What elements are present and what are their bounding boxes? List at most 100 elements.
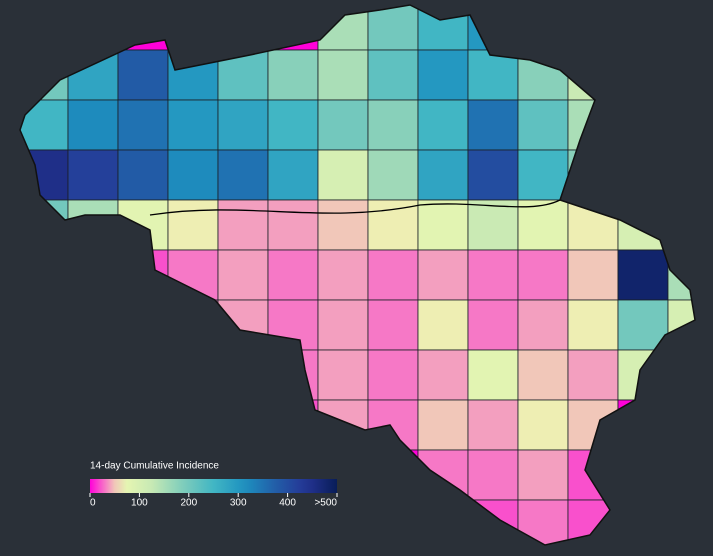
municipality [317, 149, 369, 201]
legend-bar [90, 479, 337, 493]
municipality [667, 99, 695, 151]
municipality [67, 249, 119, 301]
municipality [417, 99, 469, 151]
municipality [367, 299, 419, 351]
municipality [417, 499, 469, 545]
municipality [267, 149, 319, 201]
municipality [517, 149, 569, 201]
municipality [417, 349, 469, 401]
municipality [217, 199, 269, 251]
legend-tick-label: 100 [131, 498, 148, 509]
municipality [567, 349, 619, 401]
municipality [20, 399, 69, 451]
municipality [167, 249, 219, 301]
municipality [517, 5, 569, 51]
municipality [217, 99, 269, 151]
municipality [117, 349, 169, 401]
municipality [217, 5, 269, 51]
municipality [67, 199, 119, 251]
municipality [367, 249, 419, 301]
municipality [20, 499, 69, 545]
municipality [117, 149, 169, 201]
municipality [517, 249, 569, 301]
municipality [317, 99, 369, 151]
municipality [367, 399, 419, 451]
municipality [67, 99, 119, 151]
municipality [617, 399, 669, 451]
municipality [20, 5, 69, 51]
municipality [617, 5, 669, 51]
municipality [517, 349, 569, 401]
municipality [617, 499, 669, 545]
municipality [267, 199, 319, 251]
municipality [517, 399, 569, 451]
municipality [467, 349, 519, 401]
municipality [467, 299, 519, 351]
municipality [367, 49, 419, 101]
legend-tick-label: 400 [279, 498, 296, 509]
municipality [667, 499, 695, 545]
municipality [67, 299, 119, 351]
municipality [20, 449, 69, 501]
municipality [117, 99, 169, 151]
municipality [517, 299, 569, 351]
municipality [167, 5, 219, 51]
municipality [367, 5, 419, 51]
municipality [417, 249, 469, 301]
municipality [67, 349, 119, 401]
region-border [149, 199, 561, 216]
municipality [267, 299, 319, 351]
municipality [117, 5, 169, 51]
municipality [467, 399, 519, 451]
municipality [217, 149, 269, 201]
municipality [167, 149, 219, 201]
municipality [517, 199, 569, 251]
municipality [667, 149, 695, 201]
municipality [217, 399, 269, 451]
municipality [417, 149, 469, 201]
municipality [567, 249, 619, 301]
municipality [617, 149, 669, 201]
municipality [367, 499, 419, 545]
legend-tick-label: 300 [230, 498, 247, 509]
municipality [517, 49, 569, 101]
municipality [667, 399, 695, 451]
municipality [467, 449, 519, 501]
municipality [20, 299, 69, 351]
municipality [667, 5, 695, 51]
municipality [267, 399, 319, 451]
municipality [317, 349, 369, 401]
municipality [167, 349, 219, 401]
municipality [667, 349, 695, 401]
municipality [167, 299, 219, 351]
municipality [317, 249, 369, 301]
municipality [367, 149, 419, 201]
municipality [217, 49, 269, 101]
municipality [317, 49, 369, 101]
municipality [417, 399, 469, 451]
municipality [467, 249, 519, 301]
municipality [367, 199, 419, 251]
municipality [167, 49, 219, 101]
municipality [317, 199, 369, 251]
legend-ticks: 0 100 200 300 400 >500 [89, 493, 338, 509]
municipality [317, 5, 369, 51]
municipality [617, 49, 669, 101]
municipality [267, 99, 319, 151]
municipality [567, 449, 619, 501]
municipality [617, 349, 669, 401]
municipality [467, 199, 519, 251]
municipality [117, 49, 169, 101]
municipality [317, 299, 369, 351]
municipality [67, 149, 119, 201]
municipality [117, 299, 169, 351]
municipality [117, 199, 169, 251]
municipality [567, 499, 619, 545]
municipality [367, 99, 419, 151]
municipality [20, 49, 69, 101]
municipality [167, 99, 219, 151]
legend-tick-label: >500 [314, 498, 337, 509]
legend-tick-label: 200 [180, 498, 197, 509]
municipality [567, 299, 619, 351]
